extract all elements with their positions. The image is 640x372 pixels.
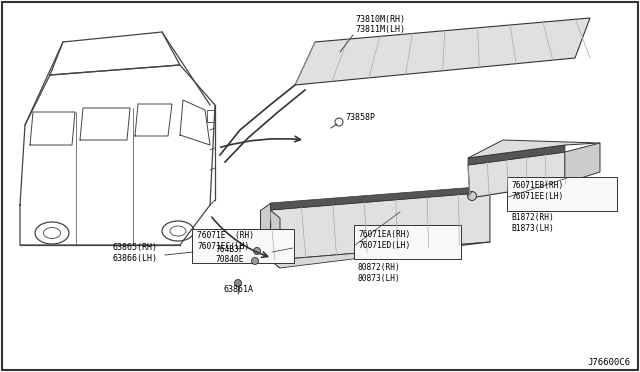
Bar: [207, 110, 215, 122]
Polygon shape: [270, 242, 490, 268]
Polygon shape: [270, 186, 490, 210]
Polygon shape: [260, 203, 270, 260]
Text: 76071EB(RH): 76071EB(RH): [511, 181, 563, 190]
Polygon shape: [468, 152, 565, 198]
Polygon shape: [468, 145, 565, 165]
Text: 764B3F: 764B3F: [215, 245, 243, 254]
Circle shape: [252, 257, 259, 264]
Text: 63865(RH): 63865(RH): [112, 243, 157, 252]
FancyBboxPatch shape: [354, 225, 461, 259]
Text: 70840E: 70840E: [215, 255, 243, 264]
Text: 73810M(RH): 73810M(RH): [355, 15, 405, 24]
FancyBboxPatch shape: [192, 229, 294, 263]
Polygon shape: [565, 143, 600, 183]
Text: 73858P: 73858P: [345, 113, 375, 122]
Text: 76071E  (RH): 76071E (RH): [197, 231, 254, 240]
Polygon shape: [270, 192, 490, 260]
Polygon shape: [468, 140, 600, 158]
FancyBboxPatch shape: [507, 177, 617, 211]
Text: J76600C6: J76600C6: [587, 358, 630, 367]
Circle shape: [467, 192, 477, 201]
Text: 76071ED(LH): 76071ED(LH): [358, 241, 410, 250]
Text: B1872(RH): B1872(RH): [511, 213, 554, 222]
Text: 76071EC(LH): 76071EC(LH): [197, 242, 249, 251]
Text: B1873(LH): B1873(LH): [511, 224, 554, 233]
Text: 63861A: 63861A: [223, 285, 253, 294]
Circle shape: [234, 279, 241, 286]
Polygon shape: [270, 210, 280, 268]
Text: 73811M(LH): 73811M(LH): [355, 25, 405, 34]
Text: 80872(RH): 80872(RH): [358, 263, 401, 272]
Text: 63866(LH): 63866(LH): [112, 254, 157, 263]
Text: 80873(LH): 80873(LH): [358, 274, 401, 283]
Circle shape: [253, 247, 260, 254]
Polygon shape: [295, 18, 590, 85]
Text: 76071EE(LH): 76071EE(LH): [511, 192, 563, 201]
Text: 76071EA(RH): 76071EA(RH): [358, 230, 410, 239]
